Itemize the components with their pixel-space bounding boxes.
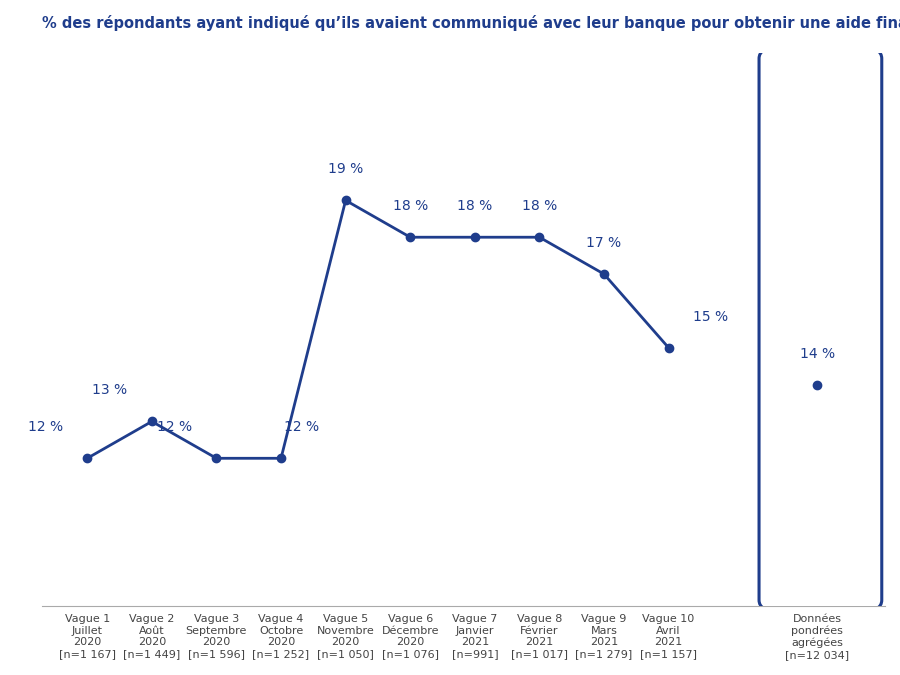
Text: 12 %: 12 % — [28, 421, 63, 434]
Text: 12 %: 12 % — [157, 421, 192, 434]
Text: 17 %: 17 % — [587, 236, 622, 250]
Text: % des répondants ayant indiqué qu’ils avaient communiqué avec leur banque pour o: % des répondants ayant indiqué qu’ils av… — [42, 15, 900, 31]
Text: 18 %: 18 % — [392, 199, 427, 213]
Text: 18 %: 18 % — [522, 199, 557, 213]
FancyBboxPatch shape — [759, 47, 882, 611]
Text: 14 %: 14 % — [799, 347, 834, 360]
Text: 19 %: 19 % — [328, 163, 364, 176]
Text: 13 %: 13 % — [92, 383, 127, 398]
Text: 15 %: 15 % — [693, 310, 728, 324]
Text: 12 %: 12 % — [284, 421, 319, 434]
Text: 18 %: 18 % — [457, 199, 492, 213]
